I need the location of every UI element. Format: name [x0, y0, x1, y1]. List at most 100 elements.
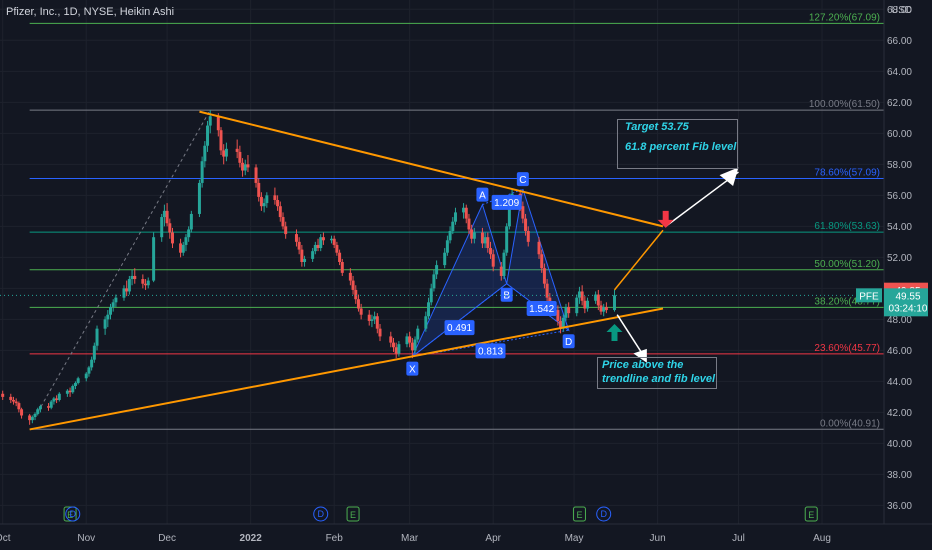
candle-body: [373, 316, 377, 320]
price-tick-label: 58.00: [887, 160, 912, 171]
candle-body: [567, 306, 571, 314]
fib-label: 127.20%(67.09): [809, 12, 880, 23]
price-tick-label: 40.00: [887, 439, 912, 450]
dividend-label: D: [600, 509, 607, 519]
time-tick-label: Dec: [158, 533, 176, 544]
target-down-arrow-icon: [657, 210, 674, 228]
price-tick-label: 36.00: [887, 501, 912, 512]
candle-body: [502, 252, 506, 276]
candle-body: [187, 229, 191, 238]
candle-body: [594, 294, 598, 301]
candle-body: [483, 237, 487, 244]
candle-body: [499, 266, 503, 276]
candle-body: [130, 275, 134, 280]
candle-body: [445, 240, 449, 253]
down-arrow-icon: [633, 348, 647, 363]
time-tick-label: May: [565, 533, 584, 544]
price-tick-label: 60.00: [887, 129, 912, 140]
candle-body: [389, 336, 393, 343]
time-tick-label: 2022: [240, 533, 263, 544]
dividend-icon: [65, 506, 81, 522]
earnings-label: E: [808, 510, 814, 520]
candle-body: [235, 148, 239, 152]
candle-group: [1, 110, 616, 425]
earnings-label: E: [350, 510, 356, 520]
trendline-lower: [29, 307, 664, 431]
candle-body: [92, 345, 96, 360]
candle-body: [76, 378, 80, 383]
fib-connector-line: [34, 109, 211, 418]
candle-body: [300, 249, 304, 262]
candle-body: [38, 406, 42, 410]
candle-body: [556, 310, 560, 321]
dividend-label: D: [70, 509, 77, 519]
current-price-tag: [884, 288, 928, 317]
candle-body: [321, 237, 325, 241]
fib-label: 100.00%(61.50): [809, 99, 880, 110]
time-tick-label: Jun: [650, 533, 666, 544]
earnings-label: E: [67, 510, 73, 520]
candle-body: [30, 417, 34, 421]
price-tick-label: 52.00: [887, 253, 912, 264]
candle-body: [14, 401, 18, 404]
candle-body: [332, 238, 336, 245]
candle-body: [375, 316, 379, 329]
candle-body: [65, 390, 69, 394]
candle-body: [356, 299, 360, 309]
candle-body: [36, 409, 40, 414]
candle-body: [168, 223, 172, 233]
candle-body: [599, 305, 603, 312]
candle-body: [281, 217, 285, 227]
time-axis-background: [0, 524, 932, 550]
trend-note[interactable]: Price above the trendline and fib level: [597, 357, 717, 389]
candle-body: [9, 396, 13, 400]
candle-body: [95, 328, 99, 346]
price-tick-label: 54.00: [887, 222, 912, 233]
price-tick-label: 42.00: [887, 408, 912, 419]
candle-body: [354, 289, 358, 300]
time-tick-label: Apr: [485, 533, 501, 544]
candle-body: [564, 306, 568, 318]
candle-body: [144, 283, 148, 286]
candle-body: [52, 398, 56, 402]
current-price-label: 49.55: [895, 291, 920, 302]
harmonic-point-X: [406, 361, 419, 376]
price-tick-label: 38.00: [887, 470, 912, 481]
fib-label: 38.20%(48.77): [814, 296, 880, 307]
candle-body: [276, 199, 280, 207]
price-tick-label: 56.00: [887, 191, 912, 202]
symbol-label: PFE: [859, 291, 879, 302]
price-tick-label: 64.00: [887, 67, 912, 78]
candle-body: [348, 272, 352, 281]
harmonic-point-label: D: [565, 337, 572, 348]
candle-body: [537, 241, 541, 255]
candle-body: [219, 130, 223, 151]
candle-body: [20, 409, 24, 416]
candle-body: [181, 244, 185, 253]
candle-countdown-label: 03:24:10: [889, 303, 928, 314]
candle-body: [246, 164, 250, 168]
candle-body: [559, 320, 563, 329]
candle-body: [303, 258, 307, 262]
candle-body: [604, 306, 608, 311]
candle-body: [507, 203, 511, 227]
candle-body: [580, 291, 584, 301]
time-tick-label: Aug: [813, 533, 831, 544]
earnings-icon: [63, 506, 77, 522]
target-note[interactable]: Target 53.75 61.8 percent Fib level: [617, 119, 738, 169]
target-arrow-line: [665, 171, 739, 227]
candle-body: [521, 206, 525, 219]
dividend-icon: [313, 506, 329, 522]
candle-body: [453, 212, 457, 222]
candle-body: [489, 248, 493, 255]
candle-body: [265, 195, 269, 204]
candle-body: [505, 226, 509, 253]
candle-body: [208, 116, 212, 126]
candle-body: [391, 342, 395, 348]
candle-body: [111, 302, 115, 307]
candle-body: [133, 275, 137, 280]
candle-body: [297, 241, 301, 250]
time-tick-label: Nov: [77, 533, 95, 544]
